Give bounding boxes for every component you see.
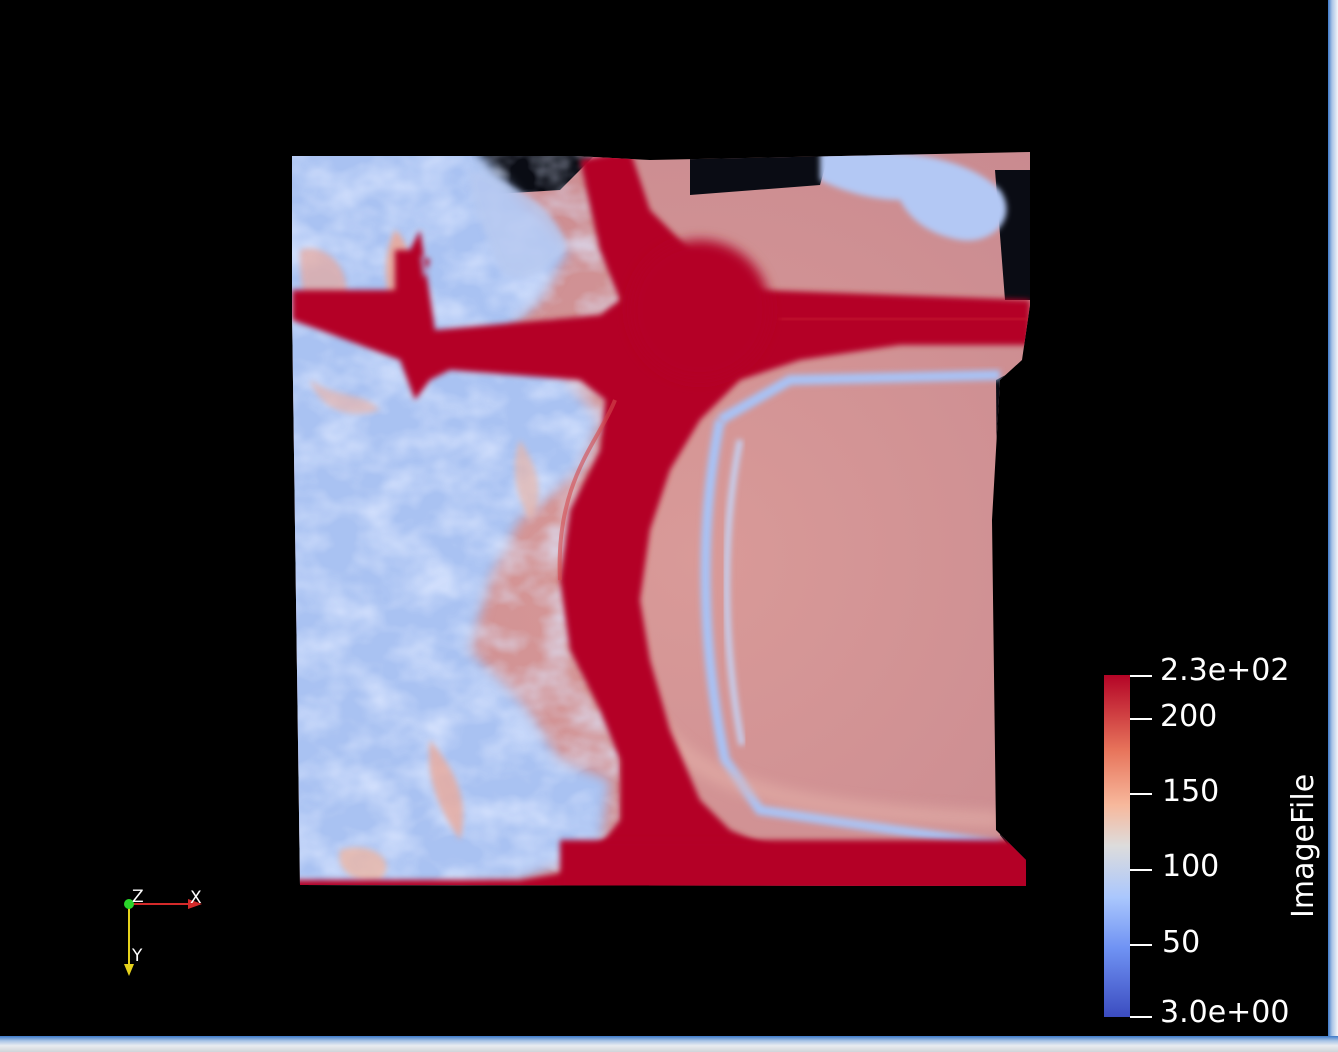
tick-label: 50: [1162, 925, 1201, 960]
high-value-channels: [292, 152, 1030, 886]
tick-mark: [1130, 869, 1152, 871]
z-axis-label: Z: [132, 887, 144, 907]
window-frame-right: [1328, 0, 1338, 1036]
y-axis-arrow: [124, 964, 134, 976]
tick-label-min: 3.0e+00: [1160, 995, 1290, 1030]
tick-label: 150: [1162, 774, 1220, 809]
tick-mark: [1130, 675, 1152, 677]
orientation-axes: [124, 899, 202, 976]
tick-mark: [1130, 1016, 1152, 1018]
color-legend-bar[interactable]: [1104, 675, 1130, 1017]
y-axis-label: Y: [132, 946, 143, 966]
z-axis-dot: [124, 899, 134, 909]
x-axis-label: X: [190, 888, 202, 908]
tick-mark: [1130, 944, 1152, 946]
tick-mark: [1130, 718, 1152, 720]
tick-label: 200: [1160, 699, 1218, 734]
tick-label: 100: [1162, 849, 1220, 884]
color-legend-title: ImageFile: [1286, 773, 1321, 918]
volume-rendering[interactable]: [0, 0, 1328, 1036]
window-frame-bottom: [0, 1036, 1338, 1052]
render-view[interactable]: Z X Y 2.3e+02 200 150 100 50 3.0e+00 Ima…: [0, 0, 1328, 1036]
tick-mark: [1130, 793, 1152, 795]
tick-label-max: 2.3e+02: [1160, 653, 1290, 688]
x-axis-arrow: [188, 899, 202, 909]
